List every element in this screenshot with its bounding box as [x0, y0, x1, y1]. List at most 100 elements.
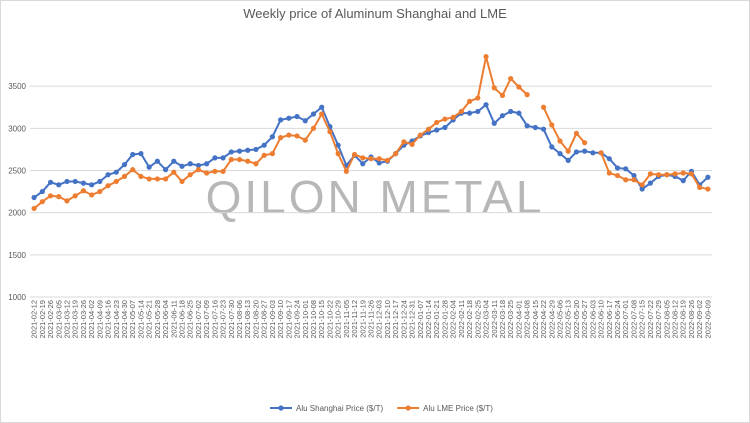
data-point [688, 171, 695, 177]
data-point [376, 156, 382, 162]
x-tick-label: 2021-05-21 [145, 300, 154, 338]
data-point [458, 108, 464, 115]
data-point [565, 148, 571, 154]
data-point [565, 157, 571, 163]
x-tick-label: 2021-04-16 [104, 300, 113, 338]
data-point [540, 104, 547, 110]
x-tick-label: 2021-12-31 [408, 300, 417, 338]
data-point [360, 155, 366, 161]
x-tick-label: 2022-03-25 [506, 300, 515, 338]
data-point [204, 170, 210, 176]
data-point [664, 172, 670, 178]
data-point [508, 75, 514, 82]
data-point [195, 162, 202, 169]
data-point [475, 95, 481, 101]
data-point [269, 151, 275, 157]
data-point [327, 129, 333, 135]
data-point [491, 85, 497, 91]
data-point [64, 198, 70, 204]
data-point [557, 151, 563, 157]
data-point [212, 155, 218, 161]
x-tick-label: 2021-10-22 [325, 300, 334, 338]
data-point [524, 123, 530, 129]
x-tick-label: 2022-08-05 [662, 300, 671, 338]
data-point [582, 148, 588, 154]
x-tick-label: 2022-08-26 [687, 300, 696, 338]
data-point [705, 186, 711, 192]
legend-marker [278, 405, 284, 411]
x-tick-label: 2022-04-01 [514, 300, 523, 338]
data-point [647, 180, 653, 186]
data-point [146, 164, 152, 170]
x-tick-label: 2022-07-15 [638, 300, 647, 338]
data-point [499, 92, 506, 99]
data-point [351, 151, 358, 158]
data-point [672, 171, 678, 177]
data-point [524, 92, 530, 98]
data-point [680, 170, 686, 176]
x-tick-label: 2021-11-26 [367, 300, 376, 338]
data-point [105, 172, 111, 178]
data-point [80, 180, 87, 186]
y-tick-label: 1500 [8, 251, 26, 260]
x-tick-label: 2021-12-10 [383, 300, 392, 338]
x-tick-label: 2022-01-21 [432, 300, 441, 338]
data-point [425, 126, 432, 132]
data-point [228, 149, 234, 155]
x-tick-label: 2022-07-08 [629, 300, 638, 338]
data-point [130, 151, 136, 158]
x-tick-label: 2021-09-17 [284, 300, 293, 338]
data-point [516, 110, 522, 116]
data-point [491, 120, 497, 126]
data-point [623, 166, 629, 172]
data-point [179, 178, 185, 185]
x-tick-label: 2021-04-02 [87, 300, 96, 338]
x-tick-label: 2022-05-13 [564, 300, 573, 338]
data-point [393, 151, 399, 157]
data-point [573, 149, 580, 155]
data-point [442, 124, 448, 131]
data-point [705, 174, 711, 180]
data-point [614, 172, 621, 179]
x-tick-label: 2022-09-09 [703, 300, 712, 338]
data-point [655, 172, 662, 178]
x-tick-label: 2022-02-18 [465, 300, 474, 338]
data-point [113, 169, 119, 175]
data-point [146, 176, 152, 182]
x-tick-label: 2021-12-03 [375, 300, 384, 338]
data-point [639, 182, 645, 188]
x-tick-label: 2022-04-29 [547, 300, 556, 338]
data-point [434, 127, 440, 133]
data-point [319, 111, 325, 117]
x-tick-label: 2022-07-29 [654, 300, 663, 338]
x-tick-label: 2021-07-02 [194, 300, 203, 338]
y-tick-label: 2500 [8, 167, 26, 176]
data-point [614, 165, 621, 171]
data-point [212, 168, 218, 174]
x-tick-label: 2021-05-28 [153, 300, 162, 338]
data-point [187, 172, 193, 178]
data-point [228, 156, 234, 163]
data-point [89, 182, 95, 188]
data-point [138, 151, 144, 157]
data-point [31, 194, 37, 201]
data-point [253, 146, 259, 153]
x-tick-label: 2021-11-19 [358, 300, 367, 338]
x-tick-label: 2021-06-04 [161, 300, 170, 338]
data-point [294, 133, 300, 139]
x-tick-label: 2021-12-17 [391, 300, 400, 338]
x-tick-label: 2021-03-19 [71, 300, 80, 338]
data-point [557, 138, 563, 144]
data-point [516, 84, 522, 90]
x-tick-label: 2021-05-14 [136, 300, 145, 338]
y-tick-label: 3000 [8, 124, 26, 133]
data-point [105, 183, 111, 189]
watermark: QILON METAL [206, 171, 545, 223]
data-point [483, 102, 489, 108]
data-point [384, 157, 391, 163]
data-point [269, 134, 275, 140]
x-tick-label: 2022-02-04 [449, 300, 458, 338]
data-point [302, 118, 308, 124]
x-tick-label: 2021-06-25 [186, 300, 195, 338]
data-point [598, 150, 604, 156]
